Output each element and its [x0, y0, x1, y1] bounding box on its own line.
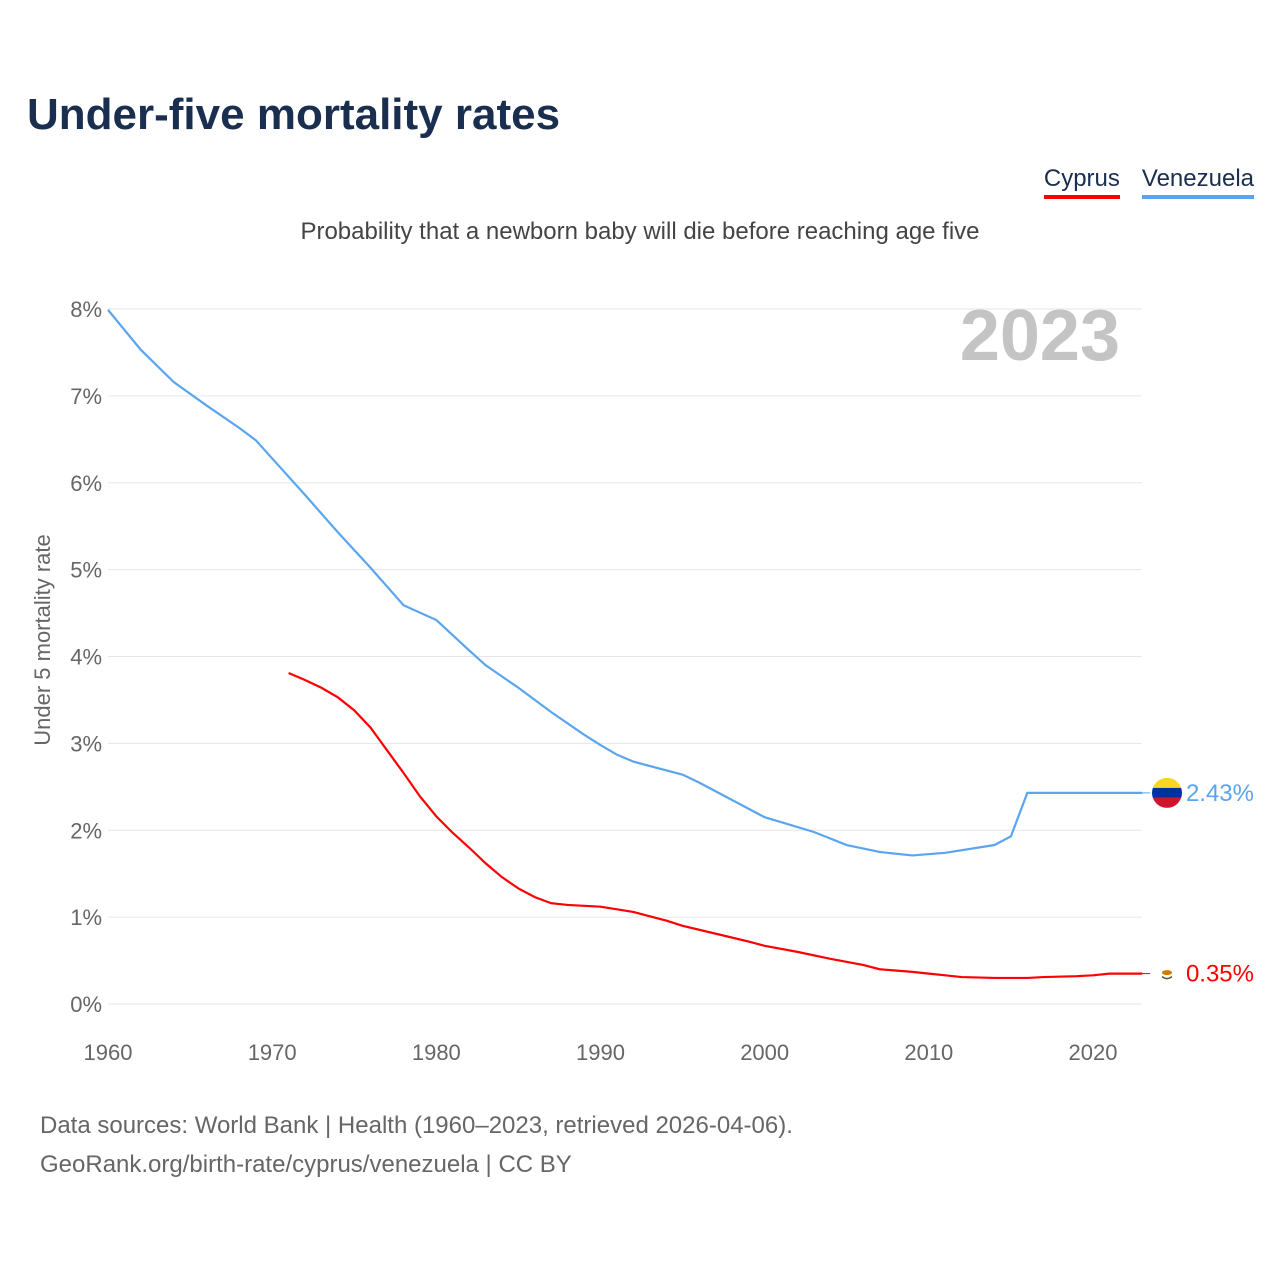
x-tick-label: 1990	[576, 1040, 625, 1065]
flag-stripe	[1152, 777, 1182, 788]
flag-map	[1162, 970, 1172, 976]
footer: Data sources: World Bank | Health (1960–…	[40, 1106, 793, 1184]
chart-title: Under-five mortality rates	[27, 90, 561, 139]
footer-link[interactable]: GeoRank.org/birth-rate/cyprus/venezuela …	[40, 1151, 572, 1178]
x-tick-label: 1980	[412, 1040, 461, 1065]
end-value-label-venezuela: 2.43%	[1186, 780, 1254, 807]
legend: Cyprus Venezuela	[1043, 165, 1254, 199]
flag-stripe	[1152, 787, 1182, 798]
x-tick-label: 2000	[740, 1040, 789, 1065]
y-tick-label: 6%	[70, 471, 102, 496]
end-value-label-cyprus: 0.35%	[1186, 961, 1254, 988]
x-tick-label: 2010	[904, 1040, 953, 1065]
y-tick-label: 8%	[70, 297, 102, 322]
series-line-cyprus	[288, 671, 1143, 980]
x-tick-label: 1960	[84, 1040, 133, 1065]
y-axis-label: Under 5 mortality rate	[30, 534, 55, 746]
flag-stripe	[1152, 797, 1182, 808]
y-tick-label: 4%	[70, 645, 102, 670]
venezuela-flag-icon	[1152, 777, 1182, 808]
x-tick-label: 1970	[248, 1040, 297, 1065]
legend-item-venezuela[interactable]: Venezuela	[1141, 165, 1254, 199]
flag-branches	[1161, 975, 1173, 980]
year-label: 2023	[960, 296, 1120, 376]
y-tick-label: 5%	[70, 558, 102, 583]
series-line-venezuela	[107, 309, 1143, 857]
y-tick-label: 1%	[70, 905, 102, 930]
chart-subtitle: Probability that a newborn baby will die…	[300, 218, 980, 245]
y-tick-label: 2%	[70, 818, 102, 843]
y-tick-label: 7%	[70, 384, 102, 409]
legend-item-cyprus[interactable]: Cyprus	[1043, 165, 1120, 199]
y-tick-label: 0%	[70, 992, 102, 1017]
y-tick-label: 3%	[70, 731, 102, 756]
cyprus-flag-icon	[1158, 964, 1176, 983]
footer-sources: Data sources: World Bank | Health (1960–…	[40, 1112, 793, 1139]
x-tick-label: 2020	[1069, 1040, 1118, 1065]
